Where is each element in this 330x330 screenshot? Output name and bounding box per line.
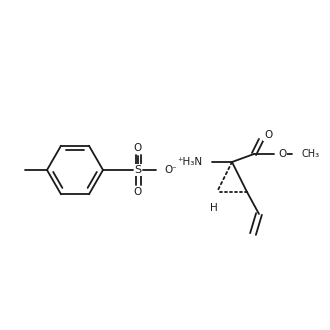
Text: O: O	[264, 130, 272, 140]
Text: H: H	[210, 203, 218, 213]
Text: O: O	[278, 149, 286, 159]
Text: O: O	[134, 187, 142, 197]
Text: O⁻: O⁻	[164, 165, 178, 175]
Text: S: S	[134, 165, 142, 175]
Text: ⁺H₃N: ⁺H₃N	[177, 157, 202, 167]
Text: O: O	[134, 143, 142, 153]
Text: CH₃: CH₃	[301, 149, 319, 159]
